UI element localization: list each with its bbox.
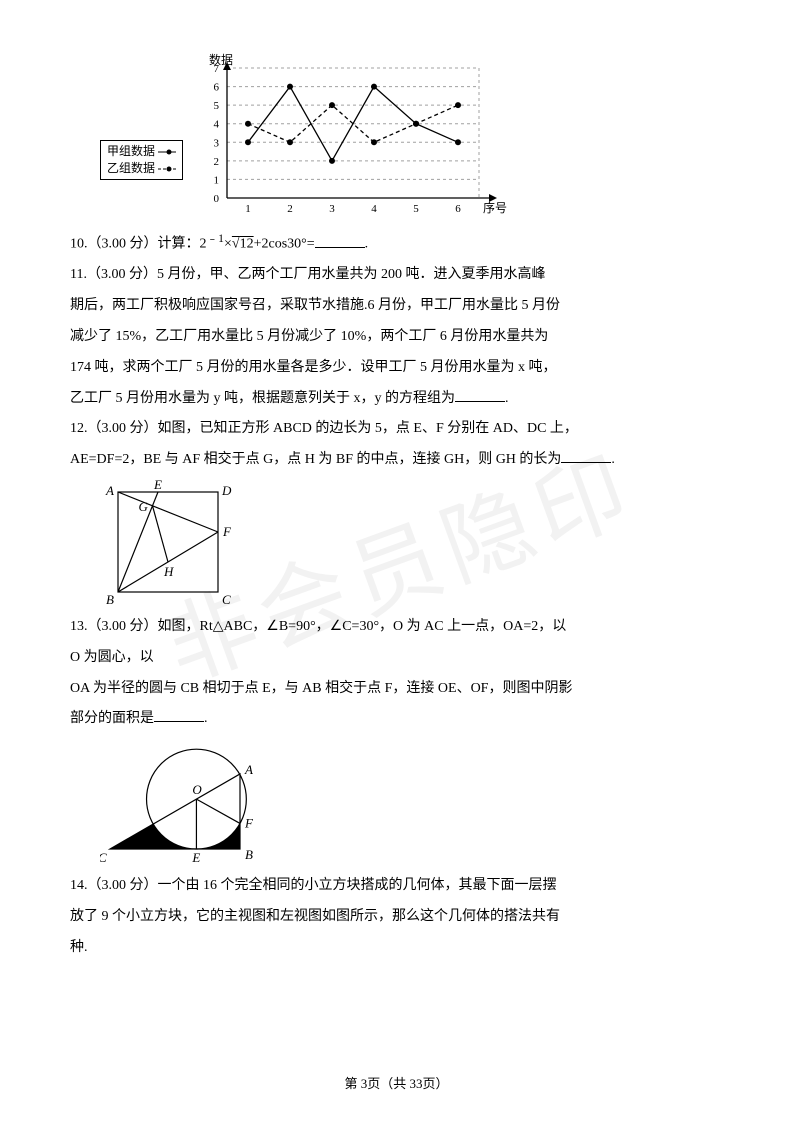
svg-text:序号: 序号 [483,200,507,215]
svg-text:1: 1 [245,203,251,215]
svg-text:B: B [106,592,114,607]
q11-l2: 期后，两工厂积极响应国家号召，采取节水措施.6 月份，甲工厂用水量比 5 月份 [70,291,723,322]
svg-text:5: 5 [214,100,220,112]
legend-yi-marker [158,164,176,174]
svg-text:E: E [153,480,162,492]
q14-l2: 放了 9 个小立方块，它的主视图和左视图如图所示，那么这个几何体的搭法共有 [70,902,723,933]
svg-text:2: 2 [287,203,293,215]
svg-text:C: C [222,592,231,607]
chart-container: 甲组数据 乙组数据 01234567123456数据序号 [100,50,723,220]
q10-after: +2cos30°= [254,237,315,252]
svg-text:D: D [221,483,232,498]
q10-sup: ﹣1 [207,232,225,245]
legend-yi: 乙组数据 [107,160,176,177]
q13-l3: OA 为半径的圆与 CB 相切于点 E，与 AB 相交于点 F，连接 OE、OF… [70,674,723,705]
svg-text:A: A [105,483,114,498]
svg-text:6: 6 [455,203,461,215]
q14-l1: 14.（3.00 分）一个由 16 个完全相同的小立方块搭成的几何体，其最下面一… [70,871,723,902]
q12-figure: A E D G F H B C [100,480,723,610]
svg-text:4: 4 [371,203,377,215]
svg-text:0: 0 [214,193,220,205]
q13-l4: 部分的面积是. [70,704,723,735]
q11-l3: 减少了 15%，乙工厂用水量比 5 月份减少了 10%，两个工厂 6 月份用水量… [70,322,723,353]
q10-period: . [365,237,369,252]
q10-blank [315,233,365,248]
svg-text:A: A [244,762,253,777]
q12-l2: AE=DF=2，BE 与 AF 相交于点 G，点 H 为 BF 的中点，连接 G… [70,445,723,476]
page-footer: 第 3页（共 33页） [0,1073,793,1092]
legend-jia-marker [158,147,176,157]
legend-jia: 甲组数据 [107,143,176,160]
svg-text:B: B [245,847,253,862]
q13-l1: 13.（3.00 分）如图，Rt△ABC，∠B=90°，∠C=30°，O 为 A… [70,612,723,643]
svg-text:C: C [100,850,107,865]
svg-text:G: G [138,499,148,514]
q12-blank [561,448,611,463]
q13-blank [154,707,204,722]
svg-text:4: 4 [214,119,220,131]
q11-l1: 11.（3.00 分）5 月份，甲、乙两个工厂用水量共为 200 吨．进入夏季用… [70,260,723,291]
q11-l5: 乙工厂 5 月份用水量为 y 吨，根据题意列关于 x，y 的方程组为. [70,384,723,415]
svg-text:E: E [191,850,200,865]
q13-figure: A O F B E C [100,739,723,869]
q10-sqrt-body: √12 [232,237,254,252]
svg-text:5: 5 [413,203,419,215]
q12-l1: 12.（3.00 分）如图，已知正方形 ABCD 的边长为 5，点 E、F 分别… [70,414,723,445]
svg-text:H: H [163,564,174,579]
svg-text:F: F [244,816,254,831]
line-chart: 01234567123456数据序号 [189,50,509,220]
q11-blank [455,387,505,402]
chart-legend: 甲组数据 乙组数据 [100,140,183,180]
q11-l4: 174 吨，求两个工厂 5 月份的用水量各是多少．设甲工厂 5 月份用水量为 x… [70,353,723,384]
svg-text:3: 3 [329,203,335,215]
legend-jia-label: 甲组数据 [107,144,155,158]
q10-prefix: 10.（3.00 分）计算：2 [70,237,207,252]
svg-text:F: F [222,524,232,539]
svg-text:6: 6 [214,82,220,94]
q10: 10.（3.00 分）计算：2﹣1×√12+2cos30°=. [70,226,723,260]
svg-text:O: O [192,782,202,797]
svg-text:3: 3 [214,137,220,149]
svg-text:数据: 数据 [209,52,233,67]
q10-mid: × [224,237,232,252]
svg-text:1: 1 [214,174,220,186]
q13-l2: O 为圆心，以 [70,643,723,674]
svg-text:2: 2 [214,156,220,168]
q14-l3: 种. [70,933,723,964]
legend-yi-label: 乙组数据 [107,161,155,175]
